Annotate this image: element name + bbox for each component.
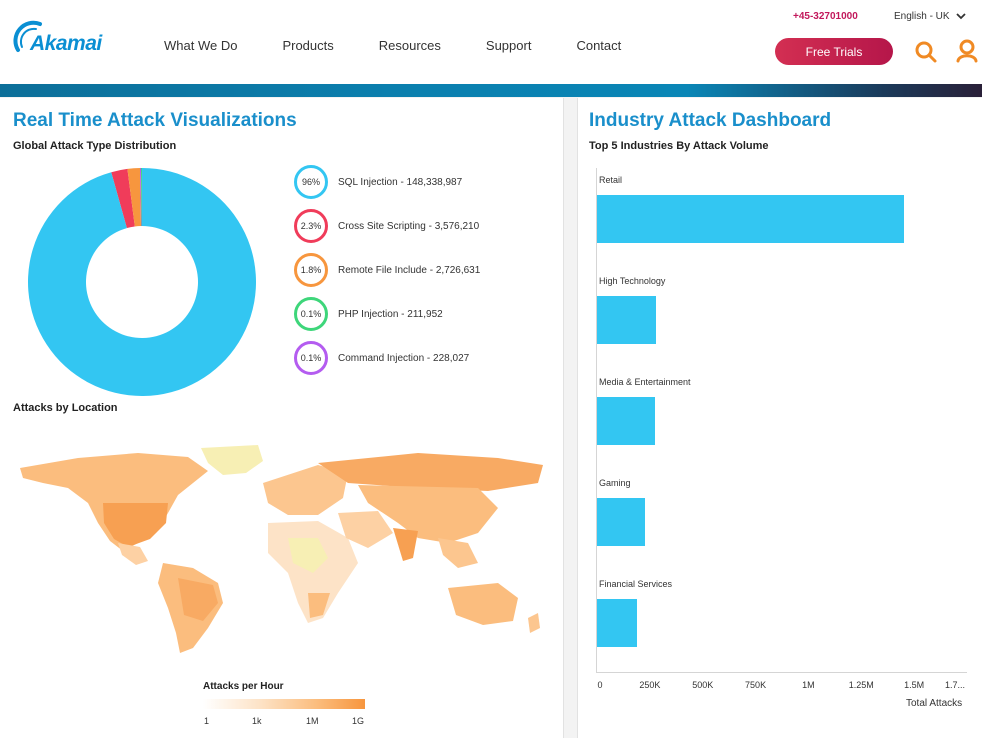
map-legend-tick: 1M [306, 716, 319, 726]
bar-chart-x-axis-title: Total Attacks [906, 698, 963, 709]
nav-products[interactable]: Products [282, 38, 334, 53]
map-region-middle-east [338, 511, 393, 548]
industry-bar[interactable] [597, 599, 638, 647]
language-label: English - UK [894, 11, 950, 22]
map-region-australia [448, 583, 518, 625]
map-region-asia [358, 485, 498, 543]
industry-bar[interactable] [597, 397, 656, 445]
x-tick-label: 1.7... [944, 680, 966, 690]
x-tick-label: 750K [745, 680, 767, 690]
akamai-logo[interactable]: Akamai [12, 20, 102, 60]
x-tick-label: 500K [692, 680, 714, 690]
nav-contact[interactable]: Contact [576, 38, 622, 53]
attacks-world-map [20, 445, 543, 653]
logo-text: Akamai [30, 32, 102, 55]
donut-slice[interactable] [27, 168, 256, 396]
main-nav: What We Do Products Resources Support Co… [140, 38, 666, 53]
legend-label: Remote File Include - 2,726,631 [338, 264, 481, 276]
site-header: Akamai What We Do Products Resources Sup… [0, 0, 982, 84]
user-icon[interactable] [956, 39, 978, 63]
map-legend-tick: 1G [352, 716, 365, 726]
legend-label: PHP Injection - 211,952 [338, 308, 443, 320]
x-tick-label: 1.5M [904, 680, 925, 690]
donut-slice[interactable] [141, 168, 142, 227]
map-region-greenland [201, 445, 263, 475]
bar-category-label: Financial Services [599, 579, 673, 589]
donut-slice[interactable] [139, 168, 142, 227]
free-trials-button[interactable]: Free Trials [775, 38, 893, 65]
donut-slice[interactable] [111, 168, 135, 229]
hero-banner-strip [0, 84, 982, 97]
industry-bar[interactable] [597, 195, 904, 243]
bar-category-label: Gaming [599, 478, 631, 488]
map-region-north-america [20, 453, 208, 551]
chevron-down-icon [955, 13, 966, 20]
legend-percent-ring: 2.3% [294, 209, 328, 243]
map-legend-gradient [203, 699, 365, 709]
right-panel-title: Industry Attack Dashboard [589, 110, 832, 131]
bar-category-label: Media & Entertainment [599, 377, 691, 387]
language-selector[interactable]: English - UK [894, 11, 966, 22]
map-region-mexico [118, 543, 148, 565]
legend-item[interactable]: 2.3% Cross Site Scripting - 3,576,210 [294, 209, 479, 243]
map-region-brazil [178, 578, 218, 621]
logo-swoosh-icon [13, 20, 42, 52]
legend-item[interactable]: 0.1% PHP Injection - 211,952 [294, 297, 443, 331]
legend-percent-ring: 96% [294, 165, 328, 199]
map-legend-tick: 1 [204, 716, 210, 726]
nav-resources[interactable]: Resources [378, 38, 441, 53]
map-region-usa [103, 503, 168, 547]
map-legend-title: Attacks per Hour [203, 681, 284, 692]
legend-label: Command Injection - 228,027 [338, 352, 470, 364]
x-tick-label: 1M [802, 680, 815, 690]
x-tick-label: 1.25M [848, 680, 874, 690]
map-title: Attacks by Location [13, 402, 118, 414]
bar-chart-y-axis [596, 168, 597, 673]
map-region-new-zealand [528, 613, 540, 633]
nav-support[interactable]: Support [485, 38, 532, 53]
phone-number[interactable]: +45-32701000 [793, 11, 858, 22]
map-region-india [393, 528, 418, 561]
bar-chart-x-axis [596, 672, 967, 673]
attack-type-donut-chart [27, 168, 256, 396]
industry-bar[interactable] [597, 498, 645, 546]
x-tick-label: 250K [639, 680, 661, 690]
map-region-southeast-asia [438, 538, 478, 568]
map-region-russia [318, 453, 543, 491]
legend-percent-ring: 0.1% [294, 297, 328, 331]
legend-percent-ring: 0.1% [294, 341, 328, 375]
map-region-europe [263, 465, 348, 515]
donut-title: Global Attack Type Distribution [13, 140, 177, 152]
nav-what-we-do[interactable]: What We Do [164, 38, 238, 53]
bar-category-label: Retail [599, 175, 623, 185]
left-panel-title: Real Time Attack Visualizations [13, 110, 297, 131]
legend-item[interactable]: 0.1% Command Injection - 228,027 [294, 341, 469, 375]
map-legend-tick: 1k [252, 716, 262, 726]
legend-item[interactable]: 1.8% Remote File Include - 2,726,631 [294, 253, 480, 287]
map-region-central-africa [288, 538, 328, 573]
legend-label: Cross Site Scripting - 3,576,210 [338, 220, 480, 232]
legend-percent-ring: 1.8% [294, 253, 328, 287]
map-region-south-africa [308, 593, 330, 618]
bar-category-label: High Technology [599, 276, 666, 286]
legend-item[interactable]: 96% SQL Injection - 148,338,987 [294, 165, 462, 199]
search-icon[interactable] [914, 40, 938, 64]
industry-bar[interactable] [597, 296, 657, 344]
x-tick-label: 0 [597, 680, 603, 690]
legend-label: SQL Injection - 148,338,987 [338, 176, 463, 188]
bar-chart-title: Top 5 Industries By Attack Volume [589, 140, 769, 152]
donut-slice[interactable] [127, 168, 142, 227]
